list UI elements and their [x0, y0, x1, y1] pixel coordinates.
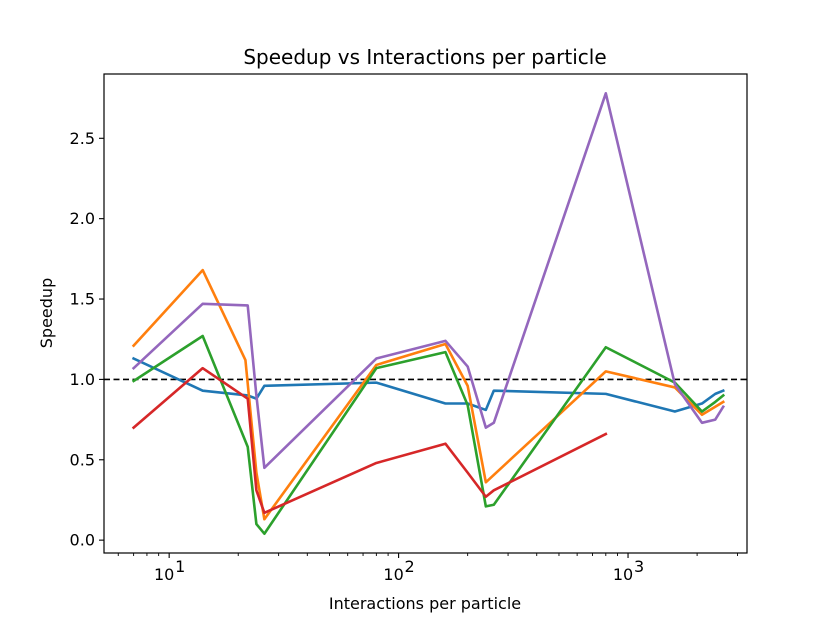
- chart-title: Speedup vs Interactions per particle: [243, 45, 606, 69]
- series-line-5: [131, 91, 726, 470]
- x-tick-exponent: 1: [175, 557, 185, 576]
- y-axis-label: Speedup: [37, 278, 56, 348]
- axes-frame: [103, 73, 748, 554]
- y-axis: 0.0 0.5 1.0 1.5 2.0 2.5: [70, 129, 104, 550]
- y-tick-label: 0.0: [70, 531, 95, 550]
- x-tick-label: 10: [383, 565, 403, 584]
- y-tick-label: 1.0: [70, 370, 95, 389]
- series-line-3: [131, 334, 726, 536]
- y-tick-label: 0.5: [70, 450, 95, 469]
- x-tick-label: 10: [613, 565, 633, 584]
- plot-area: [104, 91, 747, 536]
- x-tick-exponent: 2: [405, 557, 415, 576]
- y-tick-label: 2.5: [70, 129, 95, 148]
- y-tick-label: 1.5: [70, 290, 95, 309]
- series-line-4: [131, 366, 608, 515]
- x-axis-label: Interactions per particle: [329, 594, 521, 613]
- y-tick-label: 2.0: [70, 209, 95, 228]
- x-tick-exponent: 3: [634, 557, 644, 576]
- x-tick-label: 10: [154, 565, 174, 584]
- x-axis: 10 1 10 2 10 3: [117, 553, 738, 584]
- series-line-2: [131, 268, 726, 521]
